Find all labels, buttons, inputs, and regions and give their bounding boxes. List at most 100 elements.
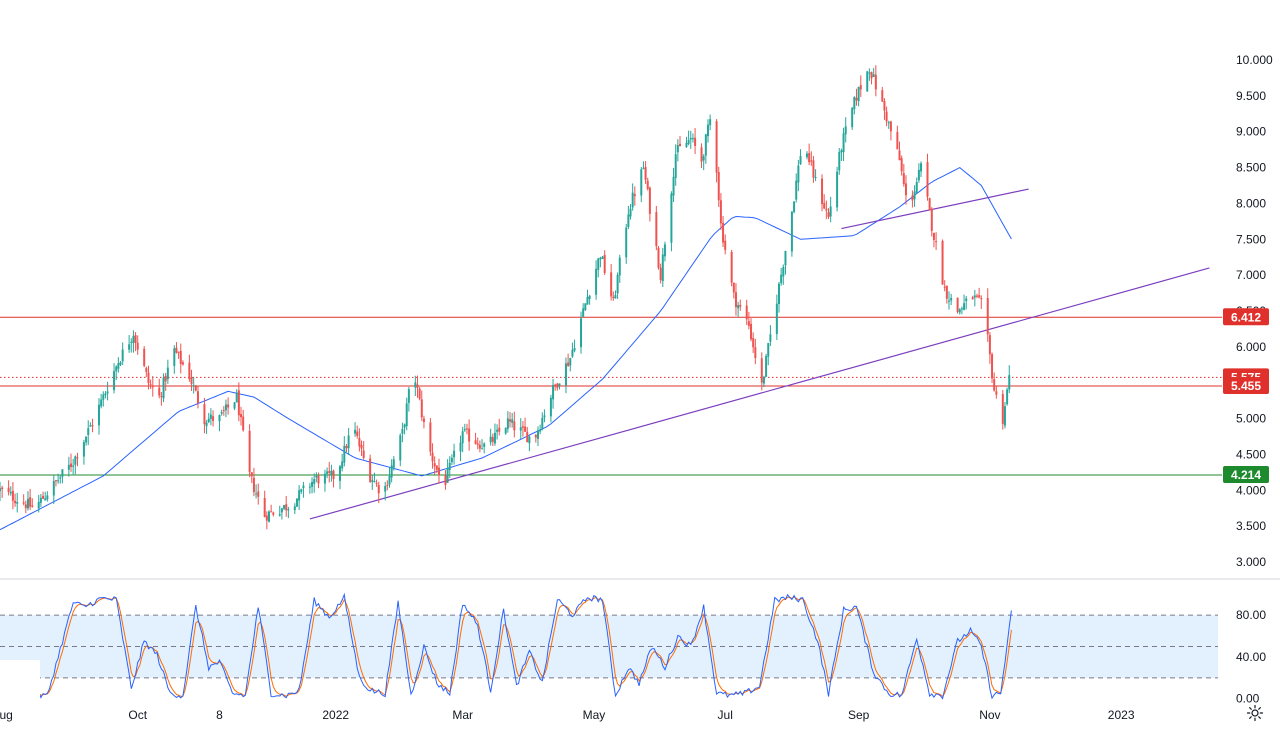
candle-body [250, 472, 253, 477]
candle-body [280, 508, 283, 513]
candle-body [732, 282, 735, 293]
candle-body [97, 404, 100, 426]
candle-body [528, 436, 531, 444]
candle-body [446, 468, 449, 483]
candle-body [808, 153, 811, 163]
candle-body [889, 121, 892, 132]
candle-body [887, 122, 890, 124]
candle-body [902, 173, 905, 185]
candle-body [618, 257, 621, 276]
candle-body [222, 410, 225, 412]
candle-body [928, 198, 931, 210]
candle-body [74, 456, 77, 465]
candle-body [31, 505, 34, 507]
candle-body [134, 335, 137, 343]
candle-body [166, 367, 169, 380]
candle-body [177, 351, 180, 353]
candle-body [554, 384, 557, 386]
price-tick-label: 9.000 [1236, 125, 1266, 139]
candle-body [375, 483, 378, 485]
candle-body [82, 442, 85, 457]
time-tick-label: May [583, 708, 606, 722]
candle-body [52, 480, 55, 496]
candle-body [149, 383, 152, 385]
candle-body [859, 84, 862, 90]
candle-body [267, 511, 270, 522]
candle-body [175, 347, 178, 353]
candle-body [143, 348, 146, 366]
candle-body [534, 435, 537, 438]
candle-body [745, 305, 748, 320]
candle-body [255, 493, 258, 495]
candle-body [265, 515, 268, 521]
candle-body [842, 133, 845, 153]
candle-body [235, 392, 238, 403]
candle-body [313, 479, 316, 484]
candle-body [793, 201, 796, 212]
candle-body [870, 71, 873, 79]
candle-body [205, 422, 208, 427]
candle-body [227, 404, 230, 408]
candle-body [715, 121, 718, 173]
candle-body [747, 321, 750, 326]
candle-body [384, 486, 387, 492]
candle-body [278, 514, 281, 516]
candle-body [874, 74, 877, 90]
candle-body [212, 416, 215, 421]
candle-body [87, 428, 90, 436]
stochastic-tick-label: 40.00 [1236, 650, 1266, 664]
candle-body [147, 372, 150, 384]
candle-body [429, 422, 432, 452]
candle-body [181, 362, 184, 365]
candle-body [498, 427, 501, 432]
candle-body [625, 227, 628, 258]
candle-body [164, 375, 167, 382]
price-tick-label: 6.000 [1236, 340, 1266, 354]
candle-body [539, 429, 542, 432]
candle-body [354, 429, 357, 434]
candle-body [775, 303, 778, 335]
candle-body [762, 376, 765, 384]
candle-body [173, 348, 176, 366]
candle-body [511, 419, 514, 423]
price-tick-label: 8.500 [1236, 161, 1266, 175]
candle-body [541, 417, 544, 429]
candle-body [580, 318, 583, 348]
price-tick-label: 7.500 [1236, 232, 1266, 246]
candle-body [956, 297, 959, 312]
horizontal-levels-layer [0, 316, 1222, 476]
candle-body [179, 350, 182, 364]
resistance-level-badge-label: 6.412 [1231, 310, 1261, 324]
candle-body [730, 251, 733, 283]
candle-body [993, 379, 996, 391]
candle-body [302, 485, 305, 489]
candle-body [706, 124, 709, 137]
candle-body [59, 477, 62, 479]
candle-body [595, 268, 598, 295]
stochastic-lines-layer [0, 592, 1012, 700]
candle-body [132, 336, 135, 343]
candle-body [252, 477, 255, 493]
candle-body [311, 481, 314, 487]
time-tick-label: Jul [718, 708, 733, 722]
candles-layer [0, 65, 1011, 530]
candle-body [973, 295, 976, 298]
candle-body [689, 138, 692, 140]
candle-body [330, 470, 333, 475]
candle-body [814, 177, 817, 179]
candle-body [945, 285, 948, 299]
candle-body [780, 274, 783, 284]
candle-body [821, 178, 824, 205]
candle-body [54, 480, 57, 482]
candle-body [676, 145, 679, 153]
price-tick-label: 9.500 [1236, 89, 1266, 103]
candle-body [506, 418, 509, 429]
candle-body [270, 511, 273, 513]
candle-body [371, 480, 374, 482]
gear-icon[interactable] [1246, 704, 1264, 722]
candle-body [750, 323, 753, 340]
candle-body [57, 480, 60, 482]
candle-body [866, 71, 869, 92]
candle-body [935, 241, 938, 243]
